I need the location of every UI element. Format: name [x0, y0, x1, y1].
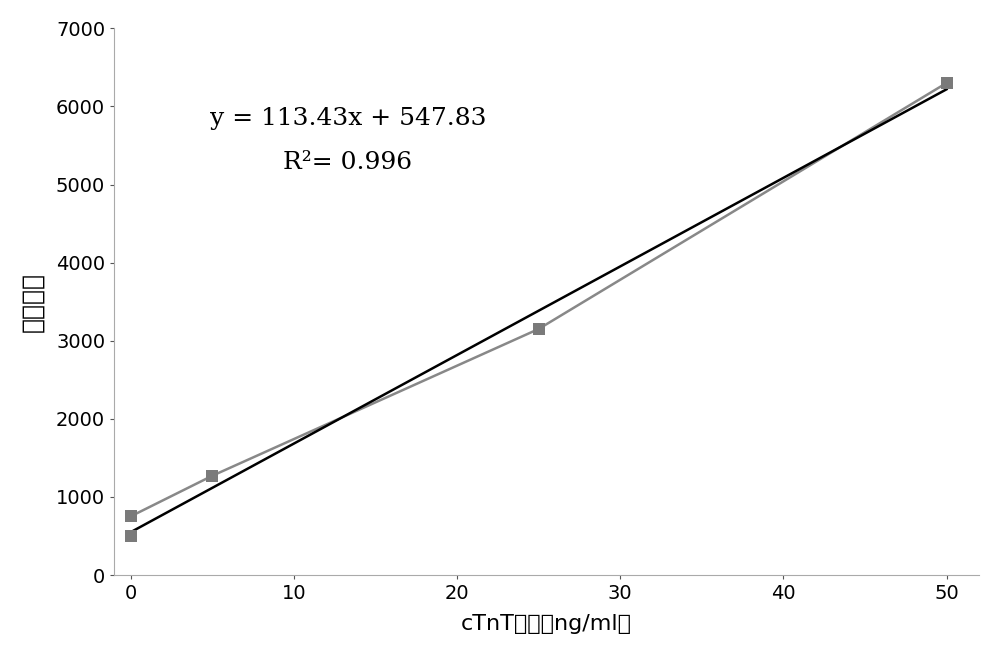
Text: y = 113.43x + 547.83: y = 113.43x + 547.83: [210, 107, 486, 130]
Point: [123, 531, 139, 541]
Point: [123, 511, 139, 521]
Point: [531, 324, 547, 334]
X-axis label: cTnT浓度（ng/ml）: cTnT浓度（ng/ml）: [461, 614, 632, 634]
Point: [204, 470, 220, 481]
Point: [939, 78, 955, 88]
Text: R²= 0.996: R²= 0.996: [283, 151, 412, 174]
Y-axis label: 莥光強度: 莥光強度: [21, 272, 45, 331]
